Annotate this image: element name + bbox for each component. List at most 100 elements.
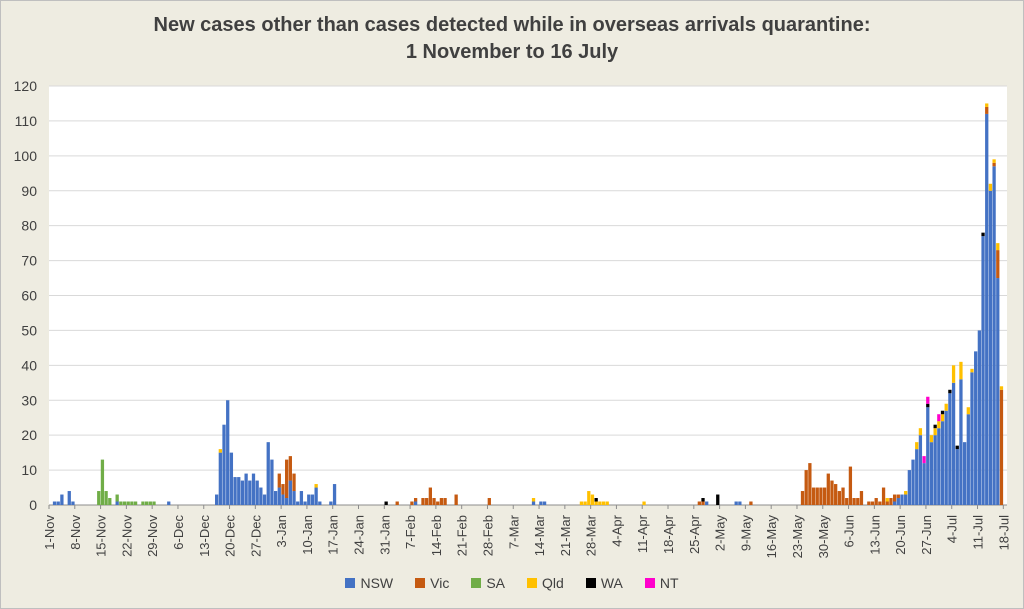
- bar-vic: [996, 250, 1000, 279]
- bar-wa: [716, 494, 720, 505]
- bar-vic: [841, 487, 845, 505]
- bar-qld: [605, 501, 609, 505]
- x-tick-label: 4-Apr: [609, 514, 624, 546]
- bar-wa: [940, 410, 945, 415]
- bar-nsw: [71, 501, 75, 505]
- bar-wa: [926, 403, 930, 408]
- bar-nsw: [962, 442, 967, 505]
- bar-vic: [830, 480, 834, 505]
- bar-nsw: [288, 480, 292, 505]
- x-tick-label: 28-Mar: [584, 514, 599, 556]
- bar-vic: [487, 498, 491, 505]
- bar-vic: [281, 484, 285, 495]
- bar-vic: [454, 494, 458, 505]
- bar-qld: [587, 491, 591, 505]
- bar-vic: [889, 498, 893, 505]
- legend-label: WA: [600, 575, 623, 591]
- bar-vic: [432, 498, 436, 505]
- bar-nsw: [115, 501, 119, 505]
- bar-nsw: [542, 501, 547, 505]
- bar-nsw: [907, 470, 911, 505]
- bar-nsw: [413, 501, 418, 505]
- bar-wa: [981, 232, 985, 237]
- bar-vic: [885, 501, 889, 505]
- bar-vic: [439, 498, 444, 505]
- y-tick-label: 10: [21, 462, 37, 478]
- bar-vic: [285, 459, 289, 499]
- bar-nsw: [981, 236, 985, 505]
- bar-nsw: [900, 494, 904, 505]
- bar-qld: [992, 159, 996, 163]
- legend-swatch: [471, 578, 482, 588]
- y-tick-label: 0: [29, 497, 37, 513]
- bar-nsw: [314, 487, 318, 505]
- bar-vic: [277, 473, 281, 488]
- bar-nsw: [244, 473, 248, 505]
- x-tick-label: 29-Nov: [145, 515, 160, 557]
- bar-nsw: [307, 494, 311, 505]
- bar-sa: [152, 501, 156, 505]
- bar-vic: [992, 162, 996, 167]
- y-tick-label: 50: [21, 322, 37, 338]
- bar-qld: [944, 403, 948, 411]
- bar-nsw: [937, 428, 941, 505]
- bar-qld: [959, 361, 963, 380]
- bar-vic: [443, 498, 447, 505]
- bar-nsw: [734, 501, 738, 505]
- bar-nsw: [915, 449, 919, 505]
- bar-vic: [413, 498, 418, 502]
- x-tick-label: 27-Dec: [248, 515, 263, 557]
- bar-nsw: [226, 400, 230, 505]
- bar-vic: [870, 501, 875, 505]
- bar-vic: [811, 487, 816, 505]
- bar-sa: [119, 501, 123, 505]
- bar-qld: [918, 428, 923, 436]
- x-tick-label: 7-Mar: [506, 514, 521, 549]
- bar-sa: [148, 501, 152, 505]
- bar-nsw: [56, 501, 60, 505]
- bar-nsw: [255, 480, 259, 505]
- bar-vic: [800, 491, 805, 505]
- bar-qld: [642, 501, 646, 505]
- bar-vic: [845, 498, 849, 505]
- bar-vic: [819, 487, 823, 505]
- bar-nsw: [299, 491, 304, 505]
- bar-wa: [948, 389, 952, 394]
- bar-qld: [314, 484, 318, 488]
- bar-nsw: [539, 501, 543, 505]
- y-tick-label: 110: [15, 113, 38, 129]
- bar-vic: [436, 501, 440, 505]
- bar-wa: [384, 501, 388, 505]
- legend-item-sa: SA: [471, 575, 505, 591]
- bar-qld: [933, 428, 937, 436]
- bar-vic: [428, 487, 432, 505]
- bar-nsw: [992, 166, 996, 505]
- bar-sa: [126, 501, 130, 505]
- bar-nsw: [270, 459, 274, 505]
- bar-vic: [395, 501, 399, 505]
- bar-nsw: [329, 501, 333, 505]
- x-tick-label: 24-Jan: [352, 515, 367, 555]
- bar-nsw: [977, 330, 982, 505]
- bar-nsw: [292, 491, 296, 505]
- bar-vic: [878, 501, 882, 505]
- y-tick-label: 70: [21, 253, 37, 269]
- bar-nsw: [251, 473, 256, 505]
- legend-label: NSW: [360, 575, 394, 591]
- bar-vic: [288, 456, 292, 481]
- bar-vic: [896, 494, 900, 499]
- y-tick-label: 100: [14, 148, 38, 164]
- bar-nsw: [892, 501, 897, 505]
- bar-vic: [815, 487, 819, 505]
- bar-vic: [822, 487, 827, 505]
- bar-qld: [885, 498, 889, 502]
- bar-qld: [598, 501, 602, 505]
- x-tick-label: 25-Apr: [687, 514, 702, 554]
- bar-qld: [915, 442, 919, 450]
- bar-nsw: [974, 351, 978, 505]
- x-tick-label: 6-Dec: [171, 515, 186, 550]
- x-tick-label: 8-Nov: [68, 515, 83, 550]
- bar-vic: [892, 494, 897, 502]
- x-tick-label: 20-Jun: [893, 515, 908, 555]
- bar-qld: [583, 501, 587, 505]
